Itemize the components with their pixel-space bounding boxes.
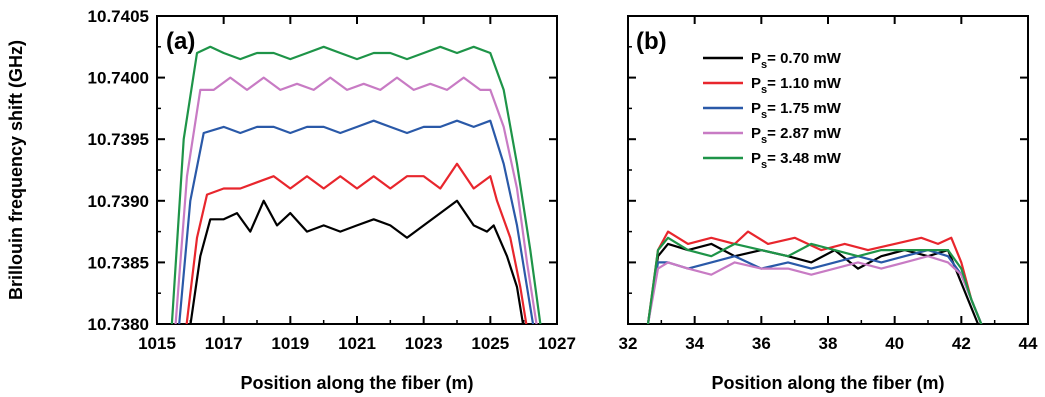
series-line-b-4 <box>646 236 983 324</box>
y-tick-label-a-4: 10.7400 <box>88 69 149 88</box>
series-line-a-1 <box>185 162 528 324</box>
legend-label-1: Ps= 1.10 mW <box>751 75 842 96</box>
panel-label-b: (b) <box>636 28 667 55</box>
lines-b <box>646 230 983 324</box>
series-line-a-0 <box>189 199 525 324</box>
legend: Ps= 0.70 mW Ps= 1.10 mW Ps= 1.75 mW Ps= 2.8… <box>703 50 842 171</box>
plot-frame-a <box>156 15 558 325</box>
x-tick-label-b-5: 42 <box>952 334 971 353</box>
y-tick-label-a-3: 10.7395 <box>88 130 149 149</box>
x-axis-title-a: Position along the fiber (m) <box>241 373 474 393</box>
y-ticks-b <box>628 15 1028 325</box>
x-axis-title-b: Position along the fiber (m) <box>712 373 945 393</box>
series-line-a-2 <box>178 119 535 324</box>
y-axis-title-a: Brillouin frequency shift (GHz) <box>6 40 26 300</box>
y-ticks-a: 10.7380 10.7385 10.7390 10.7395 10.7400 10.74… <box>88 7 557 334</box>
panel-b: 32 34 36 38 40 42 44 (b) Position along the fi… <box>619 15 1038 393</box>
x-tick-label-b-0: 32 <box>619 334 638 353</box>
x-tick-label-b-1: 34 <box>685 334 704 353</box>
y-tick-label-a-5: 10.7405 <box>88 7 149 26</box>
x-ticks-a: 1015 1017 1019 1021 1023 1025 1027 <box>138 16 576 353</box>
x-tick-label-a-1: 1017 <box>205 334 243 353</box>
lines-a <box>170 45 542 324</box>
series-line-b-1 <box>646 230 983 324</box>
x-tick-label-b-3: 38 <box>819 334 838 353</box>
x-tick-label-a-6: 1027 <box>538 334 576 353</box>
x-tick-label-b-6: 44 <box>1019 334 1038 353</box>
x-tick-label-a-5: 1025 <box>471 334 509 353</box>
x-tick-label-b-4: 40 <box>885 334 904 353</box>
legend-label-2: Ps= 1.75 mW <box>751 100 842 121</box>
panel-label-a: (a) <box>166 28 195 55</box>
legend-label-0: Ps= 0.70 mW <box>751 50 842 71</box>
legend-label-3: Ps= 2.87 mW <box>751 125 842 146</box>
y-tick-label-a-1: 10.7385 <box>88 253 149 272</box>
x-tick-label-b-2: 36 <box>752 334 771 353</box>
legend-label-4: Ps= 3.48 mW <box>751 150 842 171</box>
x-ticks-b: 32 34 36 38 40 42 44 <box>619 16 1038 353</box>
series-line-a-3 <box>174 76 538 324</box>
x-tick-label-a-3: 1021 <box>338 334 376 353</box>
series-line-a-4 <box>170 45 542 324</box>
x-tick-label-a-4: 1023 <box>405 334 443 353</box>
x-tick-label-a-0: 1015 <box>138 334 176 353</box>
panel-a: 1015 1017 1019 1021 1023 1025 1027 10.738010.7… <box>6 7 576 393</box>
x-tick-label-a-2: 1019 <box>271 334 309 353</box>
y-tick-label-a-0: 10.7380 <box>88 315 149 334</box>
series-line-b-3 <box>646 255 983 324</box>
y-tick-label-a-2: 10.7390 <box>88 192 149 211</box>
